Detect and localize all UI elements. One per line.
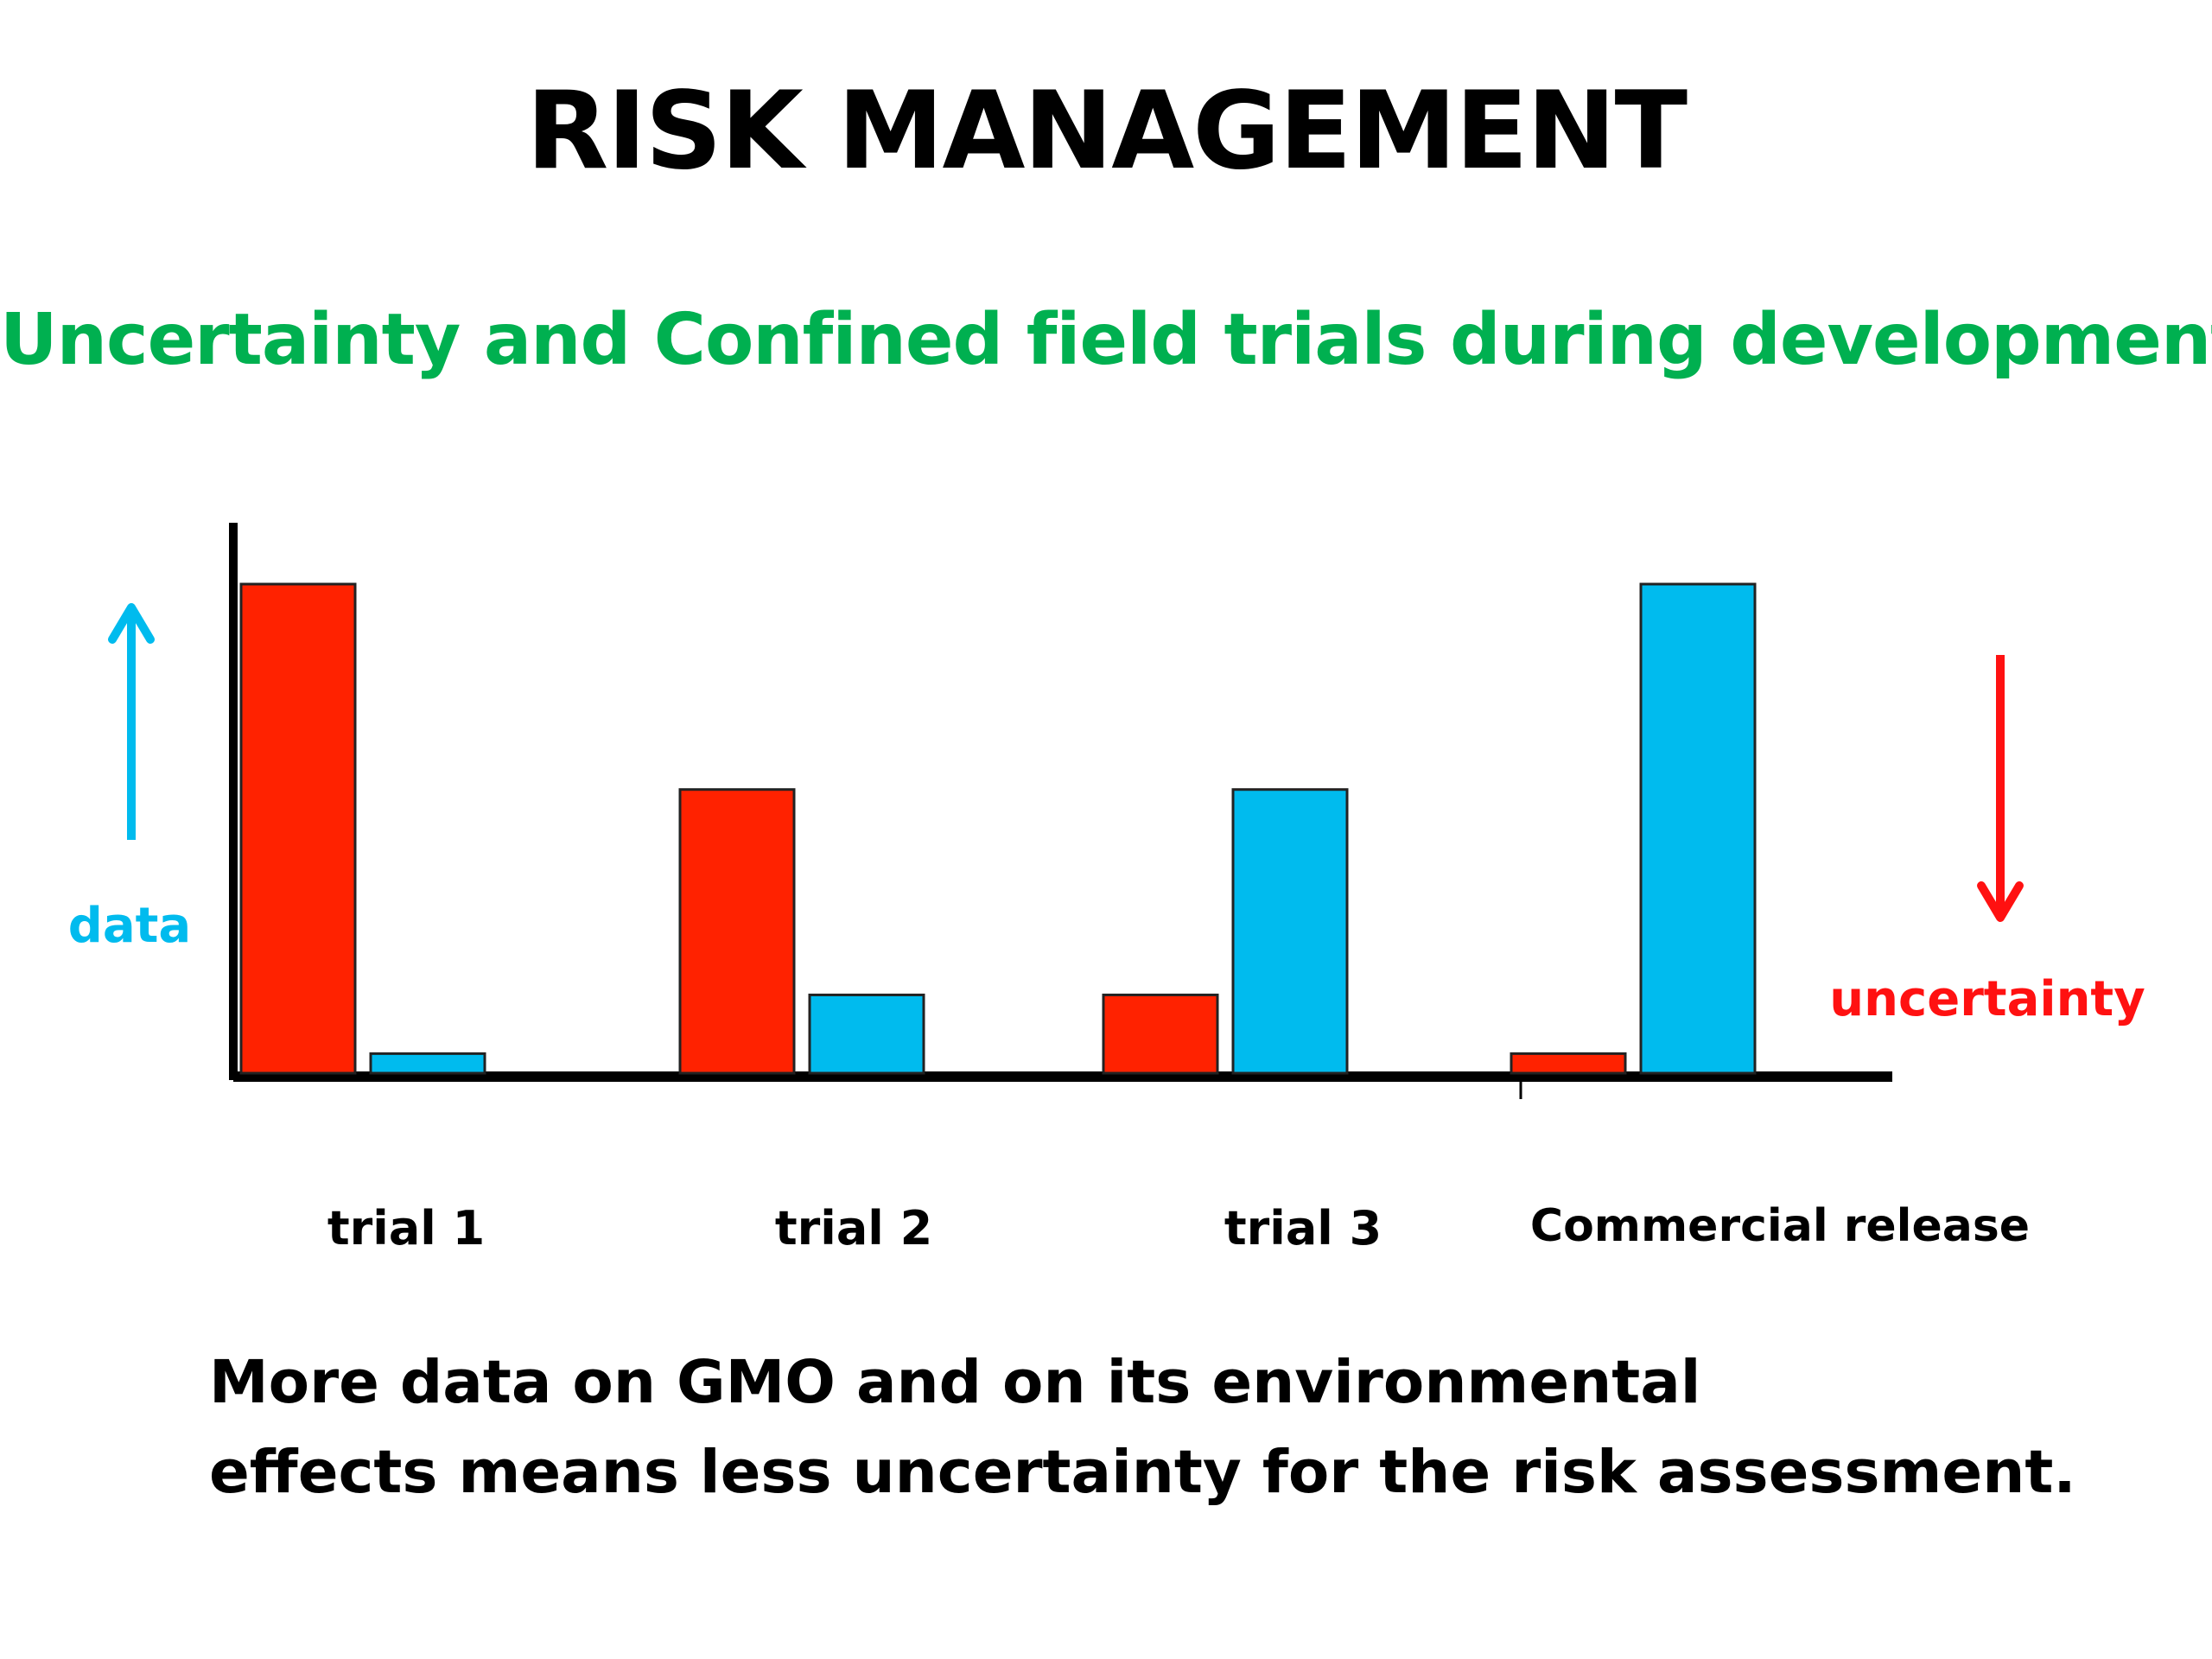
uncertainty-arrow-icon <box>1977 655 2024 922</box>
bar-uncertainty-3 <box>1102 993 1219 1075</box>
uncertainty-label: uncertainty <box>1829 971 2145 1027</box>
bar-data-4 <box>1639 582 1757 1075</box>
data-label: data <box>68 898 191 954</box>
category-label-1: trial 1 <box>327 1201 485 1255</box>
slide-subtitle: Uncertainty and Confined field trials du… <box>0 299 2212 381</box>
caption-line-2: effects means less uncertainty for the r… <box>209 1438 2076 1507</box>
bars-group <box>239 582 1757 1075</box>
caption: More data on GMO and on its environmenta… <box>209 1338 2076 1517</box>
category-label-2: trial 2 <box>775 1201 932 1255</box>
category-label-4: Commercial release <box>1530 1200 2030 1252</box>
bar-uncertainty-4 <box>1510 1052 1627 1075</box>
data-arrow-icon <box>108 603 155 840</box>
bar-data-1 <box>369 1052 486 1075</box>
bar-uncertainty-1 <box>239 582 357 1075</box>
bar-uncertainty-2 <box>678 788 796 1075</box>
caption-line-1: More data on GMO and on its environmenta… <box>209 1348 1701 1417</box>
category-label-3: trial 3 <box>1224 1201 1382 1255</box>
bar-data-3 <box>1231 788 1349 1075</box>
slide-title: RISK MANAGEMENT <box>525 69 1688 194</box>
bar-data-2 <box>808 993 925 1075</box>
